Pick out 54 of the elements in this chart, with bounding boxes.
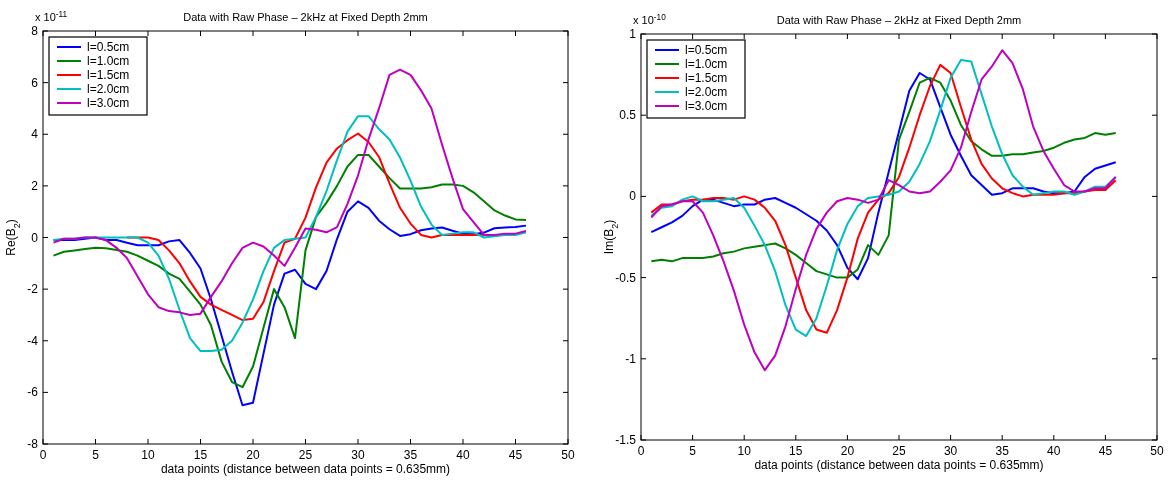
- y-tick-label: -1: [625, 351, 637, 366]
- y-tick-label: 1: [629, 27, 637, 41]
- y-tick-label: 0.5: [619, 108, 637, 123]
- x-tick-label: 5: [92, 448, 100, 462]
- x-tick-label: 10: [737, 444, 752, 458]
- x-tick-label: 20: [840, 444, 855, 458]
- chart-title: Data with Raw Phase – 2kHz at Fixed Depth 2mm: [776, 14, 1022, 26]
- y-tick-label: 4: [31, 127, 39, 142]
- x-tick-label: 25: [298, 448, 313, 462]
- line-series: [52, 153, 527, 389]
- x-tick-label: 40: [456, 448, 470, 462]
- legend-label: l=1.0cm: [87, 54, 130, 68]
- text: x 10$^{-10}$: [633, 12, 667, 26]
- y-tick-label: -6: [27, 385, 39, 400]
- x-tick-label: 25: [892, 444, 906, 458]
- legend-label: l=1.0cm: [685, 57, 728, 71]
- x-tick-label: 45: [508, 448, 523, 462]
- chart-title: Data with Raw Phase – 2kHz at Fixed Depth 2mm: [183, 11, 428, 23]
- legend-label: l=1.5cm: [685, 71, 728, 85]
- y-tick-label: 8: [31, 24, 39, 38]
- x-tick-label: 15: [193, 448, 208, 462]
- x-axis-title: data points (distance between data points = 0.635mm): [754, 458, 1044, 472]
- y-tick-label: -8: [27, 437, 39, 451]
- x-axis-title: data points (distance between data points = 0.635mm): [160, 462, 451, 476]
- x-tick-label: 35: [403, 448, 418, 462]
- x-tick-label: 35: [995, 444, 1010, 458]
- text: x 10$^{-11}$: [35, 9, 68, 23]
- line-series: [52, 115, 527, 353]
- y-tick-label: -1.5: [615, 433, 637, 447]
- legend-label: l=0.5cm: [87, 40, 130, 54]
- legend-label: l=1.5cm: [87, 68, 130, 82]
- y-tick-label: -4: [27, 333, 39, 348]
- x-tick-label: 30: [943, 444, 958, 458]
- legend-label: l=3.0cm: [87, 96, 130, 110]
- legend-label: l=3.0cm: [685, 99, 728, 113]
- legend-label: l=2.0cm: [87, 82, 130, 96]
- x-tick-label: 15: [789, 444, 803, 458]
- x-tick-label: 20: [246, 448, 260, 462]
- y-tick-label: 2: [31, 178, 39, 193]
- x-tick-label: 45: [1098, 444, 1113, 458]
- x-tick-label: 30: [351, 448, 365, 462]
- y-tick-label: -0.5: [615, 270, 637, 285]
- line-series: [52, 68, 527, 316]
- x-tick-label: 50: [561, 448, 575, 462]
- y-tick-label: 6: [31, 75, 39, 90]
- x-tick-label: 10: [141, 448, 155, 462]
- x-tick-label: 40: [1047, 444, 1061, 458]
- y-tick-label: 0: [629, 189, 637, 204]
- x-tick-label: 50: [1150, 444, 1164, 458]
- x-tick-label: 5: [689, 444, 697, 458]
- y-tick-label: 0: [31, 230, 39, 245]
- y-tick-label: -2: [27, 282, 39, 297]
- legend-label: l=2.0cm: [685, 85, 728, 99]
- legend-label: l=0.5cm: [685, 43, 728, 57]
